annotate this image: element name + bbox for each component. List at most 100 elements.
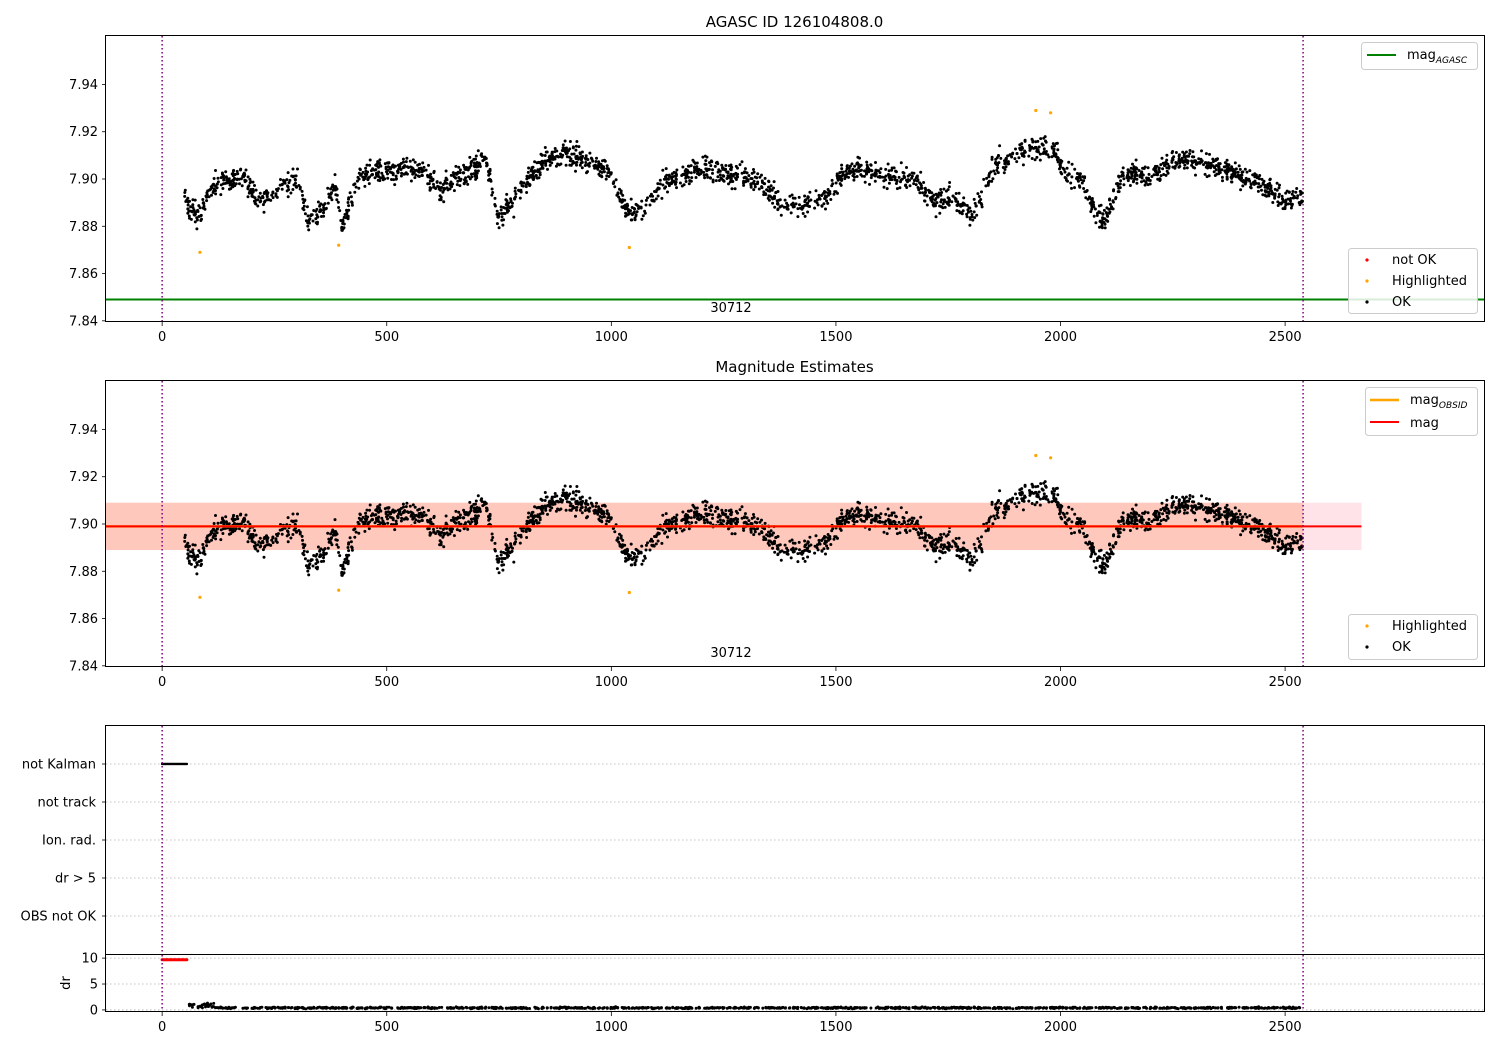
ok-point: [1167, 511, 1171, 515]
ok-point: [584, 506, 588, 509]
ok-point: [995, 513, 999, 517]
ok-point: [564, 163, 568, 167]
ok-point: [322, 214, 326, 218]
ok-point: [1289, 199, 1292, 203]
x-tick-label: 0: [158, 330, 166, 345]
ok-point: [241, 519, 245, 523]
ok-point: [306, 214, 310, 218]
ok-point: [893, 178, 897, 182]
ok-point: [1108, 210, 1112, 214]
ok-point: [248, 177, 252, 181]
ok-point: [993, 172, 997, 176]
ok-point: [1044, 152, 1048, 156]
ok-point: [933, 198, 937, 202]
ok-point: [427, 508, 430, 512]
ok-point: [1006, 505, 1010, 509]
ok-point: [993, 161, 997, 165]
ok-point: [1170, 159, 1174, 163]
ok-point: [193, 543, 197, 547]
ok-point: [1263, 530, 1267, 534]
ok-point: [1126, 173, 1130, 177]
ok-point: [841, 515, 845, 519]
ok-point: [887, 514, 891, 518]
ok-point: [263, 199, 267, 203]
ok-point: [449, 180, 453, 184]
ok-point: [736, 166, 739, 170]
ok-point: [1030, 482, 1034, 486]
ok-point: [1092, 205, 1096, 209]
ok-point: [522, 181, 526, 185]
ok-point: [519, 188, 523, 192]
ok-point: [1108, 542, 1112, 546]
ok-point: [191, 548, 195, 552]
ok-point: [347, 197, 350, 201]
ok-point: [357, 531, 361, 535]
ok-point: [307, 573, 311, 577]
ok-point: [675, 186, 678, 190]
ok-point: [240, 529, 244, 533]
ok-point: [701, 500, 705, 504]
ok-point: [1090, 552, 1094, 556]
ok-point: [1058, 162, 1062, 166]
ok-point: [705, 173, 709, 177]
ok-point: [993, 517, 997, 521]
ok-point: [421, 506, 425, 510]
ok-point: [456, 179, 460, 183]
ok-point: [632, 552, 636, 555]
ok-point: [769, 529, 773, 533]
ok-point: [469, 517, 473, 521]
ok-point: [457, 176, 461, 179]
ok-point: [1141, 511, 1145, 515]
ok-point: [401, 165, 405, 169]
ok-point: [1194, 504, 1197, 508]
ok-point: [249, 189, 253, 193]
ok-point: [704, 512, 708, 516]
ok-point: [280, 183, 284, 187]
ok-point: [1215, 509, 1218, 512]
ok-point: [204, 194, 208, 198]
legend-mag-agasc-label: magAGASC: [1407, 48, 1468, 66]
ok-point: [422, 514, 426, 518]
ok-point: [638, 550, 642, 554]
ok-point: [643, 209, 647, 213]
ok-point: [464, 513, 468, 516]
ok-point: [1033, 158, 1037, 162]
ok-point: [1298, 546, 1301, 550]
ok-point: [187, 209, 191, 213]
ok-point: [844, 514, 848, 518]
ok-point: [640, 199, 644, 203]
ok-point: [346, 562, 350, 566]
ok-point: [711, 178, 715, 182]
ok-point: [1183, 508, 1187, 512]
ok-point: [742, 528, 746, 532]
ok-point: [253, 201, 257, 205]
ok-point: [1257, 527, 1261, 531]
ok-point: [449, 173, 453, 177]
ok-point: [235, 169, 239, 173]
ok-point: [1264, 539, 1268, 543]
ok-point: [270, 538, 274, 542]
ok-point: [747, 519, 751, 523]
ok-point: [302, 204, 306, 208]
ok-point: [1148, 179, 1152, 182]
ok-point: [834, 181, 838, 185]
ok-point: [865, 508, 869, 512]
ok-point: [859, 508, 863, 512]
ok-point: [579, 155, 583, 159]
ok-point: [361, 515, 365, 519]
ok-point: [347, 542, 350, 546]
ok-point: [1220, 175, 1224, 179]
ok-point: [1127, 169, 1131, 173]
ok-point: [1035, 500, 1039, 504]
ok-point: [1130, 174, 1134, 178]
ok-point: [353, 527, 357, 531]
ok-point: [765, 533, 769, 537]
ok-point: [664, 167, 668, 171]
ok-point: [1114, 197, 1118, 201]
ok-point: [536, 513, 540, 517]
ok-point: [335, 543, 339, 547]
ok-point: [824, 535, 827, 539]
ok-point: [1033, 145, 1037, 149]
ok-point: [485, 506, 488, 510]
ok-point: [381, 519, 385, 523]
